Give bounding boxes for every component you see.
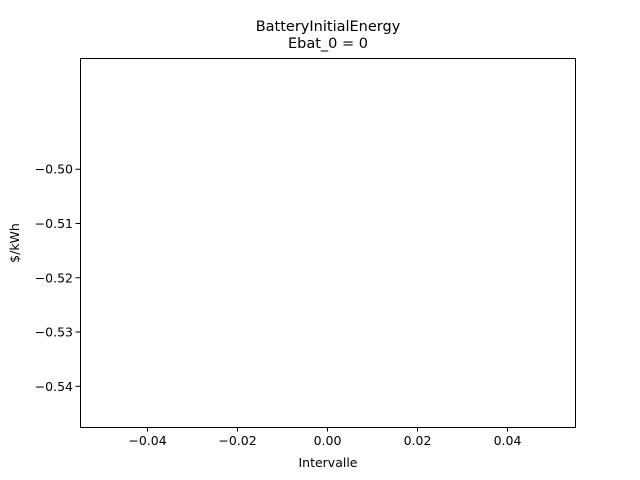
- y-axis-label: $/kWh: [7, 223, 22, 263]
- y-tick-label: −0.54: [35, 379, 73, 394]
- y-tick-label: −0.52: [35, 270, 73, 285]
- x-axis-ticks: −0.04 −0.02 0.00 0.02 0.04: [128, 427, 521, 448]
- x-tick-label: 0.00: [314, 433, 342, 448]
- x-tick-label: −0.04: [128, 433, 166, 448]
- x-axis-label: Intervalle: [298, 455, 357, 470]
- plot-area-frame: [80, 58, 576, 428]
- y-tick-label: −0.50: [35, 162, 73, 177]
- x-tick-label: 0.04: [494, 433, 522, 448]
- y-tick-label: −0.51: [35, 216, 73, 231]
- x-tick-label: 0.02: [404, 433, 432, 448]
- chart-title: BatteryInitialEnergy: [256, 19, 401, 35]
- x-tick-label: −0.02: [218, 433, 256, 448]
- y-tick-label: −0.53: [35, 325, 73, 340]
- y-axis-ticks: −0.50 −0.51 −0.52 −0.53 −0.54: [35, 162, 80, 394]
- chart-subtitle: Ebat_0 = 0: [288, 36, 368, 52]
